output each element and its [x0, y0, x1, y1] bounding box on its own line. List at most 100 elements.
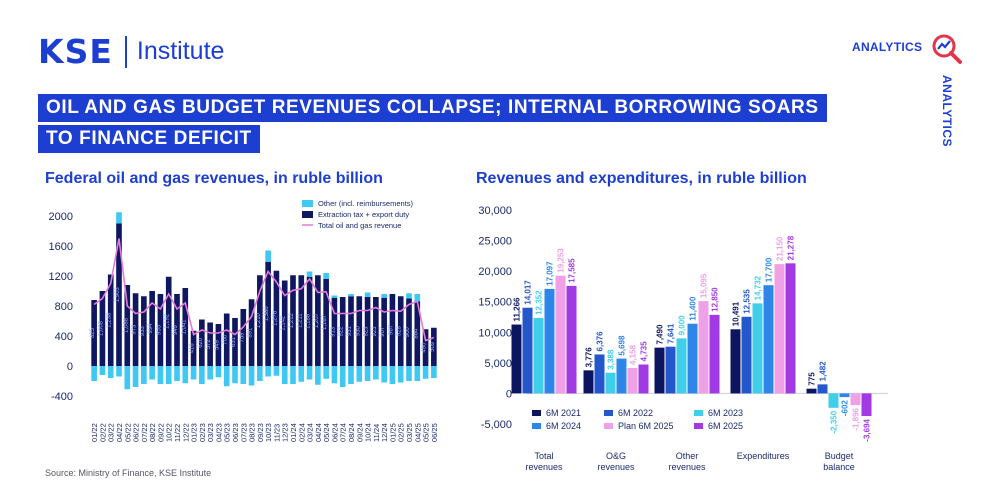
x-tick-label: 05/24 [322, 423, 331, 442]
bar-data-label: 7,490 [656, 324, 665, 345]
bar-data-label: -1,896 [852, 407, 861, 430]
x-tick-label: 06/22 [132, 423, 141, 442]
bar-data-label: 416 [190, 343, 196, 354]
bar-data-label: 891 [248, 327, 254, 338]
extraction-bar [414, 301, 421, 366]
bar-data-label: 1,386 [264, 306, 270, 322]
bar [522, 307, 533, 394]
bar-data-label: 620 [198, 337, 204, 348]
analytics-label: ANALYTICS [852, 40, 923, 54]
analytics-side-label: ANALYTICS [940, 75, 954, 148]
bar [687, 323, 698, 394]
bar-data-label: 15,095 [700, 273, 709, 298]
bar-data-label: 922 [339, 326, 345, 337]
other-bar-negative [223, 366, 230, 387]
bar-data-label: 5,698 [618, 335, 627, 356]
legend-label: 6M 2021 [546, 408, 581, 418]
y-tick-label: 10,000 [478, 327, 512, 339]
y-tick-label: 5,000 [484, 358, 512, 370]
headline-line-1: OIL AND GAS BUDGET REVENUES COLLAPSE; IN… [38, 94, 827, 122]
bar-data-label: 1,212 [289, 312, 295, 328]
legend-label: 6M 2022 [618, 408, 653, 418]
bar [839, 393, 850, 398]
bar-data-label: 1,142 [281, 315, 287, 331]
analytics-icon [932, 34, 962, 64]
x-tick-label: 03/24 [306, 423, 315, 442]
bar [638, 364, 649, 394]
x-tick-label: 06/24 [330, 423, 339, 442]
bar [806, 388, 817, 394]
x-tick-label: 06/25 [430, 423, 439, 442]
other-bar-negative [406, 366, 412, 381]
bar-data-label: 900 [405, 327, 411, 338]
bar-data-label: 9,000 [678, 315, 687, 336]
extraction-bar [281, 280, 288, 366]
bar-data-label: 994 [148, 323, 154, 334]
bar-data-label: 1,088 [123, 317, 129, 333]
bar-data-label: 955 [156, 324, 162, 335]
bar-data-label: 14,732 [754, 275, 763, 300]
extraction-bar [223, 313, 230, 366]
extraction-bar [273, 270, 280, 366]
bar [627, 368, 638, 394]
other-bar-negative [107, 366, 114, 378]
other-bar-negative [116, 366, 122, 377]
x-tick-label: 07/23 [239, 423, 248, 442]
legend-swatch [302, 200, 313, 207]
bar-data-label: 7,641 [667, 323, 676, 344]
extraction-bar [339, 297, 346, 366]
x-tick-label: 02/24 [297, 423, 306, 442]
y-tick-label: 400 [55, 331, 73, 343]
bar-data-label: 17,700 [765, 257, 774, 282]
bar [698, 301, 709, 394]
extraction-bar [141, 296, 147, 366]
other-bar-negative [232, 366, 238, 384]
other-bar-negative [248, 366, 255, 386]
other-bar-positive [265, 250, 271, 262]
bar-data-label: 931 [347, 325, 353, 336]
bar-data-label: 933 [140, 325, 146, 336]
extraction-bar [315, 275, 321, 366]
bar-data-label: 12,535 [743, 289, 752, 314]
legend-label: 6M 2023 [708, 408, 743, 418]
bar-data-label: 967 [388, 324, 394, 335]
x-tick-label: 03/25 [405, 423, 414, 442]
category-label: Other [676, 451, 699, 461]
extraction-bar [248, 299, 255, 366]
kse-institute-logo: KSE Institute [38, 32, 224, 71]
bar-data-label: 949 [173, 324, 179, 335]
x-tick-label: 12/23 [281, 423, 290, 442]
other-bar-negative [257, 366, 263, 381]
x-tick-label: 02/25 [397, 423, 406, 442]
x-tick-label: 10/22 [165, 423, 174, 442]
bar-data-label: 700 [223, 334, 229, 345]
legend-label: Total oil and gas revenue [318, 221, 401, 230]
extraction-bar [381, 297, 387, 366]
bar [741, 316, 752, 394]
y-tick-label: -400 [51, 391, 73, 403]
total-revenue-line [93, 238, 435, 342]
extraction-bar [431, 327, 437, 366]
extraction-bar [124, 285, 131, 366]
category-label: revenues [525, 462, 563, 472]
bar [566, 285, 577, 394]
category-label: O&G [606, 451, 626, 461]
y-tick-label: -5,000 [481, 419, 512, 431]
revenues-expenditures-chart: -5,000 0 5,000 10,000 15,000 20,000 25,000 30,0… [478, 205, 888, 472]
legend-swatch [604, 410, 613, 416]
bar-data-label: 1,167 [322, 314, 328, 330]
x-tick-label: 12/24 [380, 423, 389, 442]
bar [616, 358, 627, 394]
bar [709, 314, 720, 394]
bar-data-label: 4,735 [640, 341, 649, 362]
other-bar-negative [240, 366, 247, 384]
extraction-bar [207, 322, 213, 366]
other-bar-negative [132, 366, 139, 387]
extraction-bar [99, 291, 106, 366]
x-tick-label: 05/25 [422, 423, 431, 442]
bar-data-label: 759 [239, 332, 245, 343]
extraction-bar [257, 275, 263, 366]
bar-data-label: 549 [214, 339, 220, 350]
bar [665, 346, 676, 394]
